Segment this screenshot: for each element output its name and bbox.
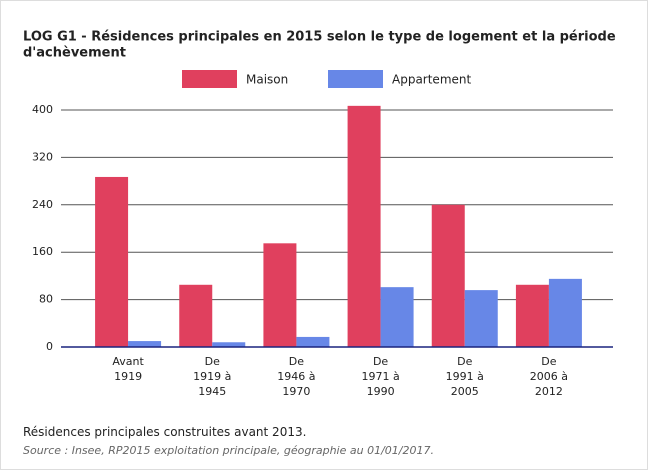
bar xyxy=(464,290,498,347)
chart-title: d'achèvement xyxy=(23,46,126,61)
y-tick-label: 320 xyxy=(32,150,53,163)
x-tick-label: 1971 à xyxy=(361,370,399,383)
x-tick-label: 1990 xyxy=(367,385,395,398)
bar xyxy=(347,105,381,347)
bar xyxy=(548,278,582,347)
x-tick-label: Avant xyxy=(112,355,144,368)
legend-label: Appartement xyxy=(392,73,471,87)
y-tick-label: 80 xyxy=(39,293,53,306)
bar xyxy=(128,341,162,347)
chart: LOG G1 - Résidences principales en 2015 … xyxy=(23,30,616,399)
x-tick-label: 1946 à xyxy=(277,370,315,383)
x-tick-label: 2012 xyxy=(535,385,563,398)
x-tick-label: De xyxy=(289,355,304,368)
x-tick-label: 1991 à xyxy=(446,370,484,383)
x-tick-label: De xyxy=(457,355,472,368)
x-tick-label: De xyxy=(373,355,388,368)
x-tick-label: De xyxy=(541,355,556,368)
bar xyxy=(515,284,549,347)
bar xyxy=(431,204,465,347)
legend-swatch xyxy=(328,70,383,88)
y-tick-label: 160 xyxy=(32,245,53,258)
legend-swatch xyxy=(182,70,237,88)
bar xyxy=(179,284,213,347)
x-tick-label: 1970 xyxy=(282,385,310,398)
bar xyxy=(263,243,297,347)
bar xyxy=(95,176,129,347)
x-tick-label: 1919 xyxy=(114,370,142,383)
x-tick-label: 2005 xyxy=(451,385,479,398)
y-tick-label: 240 xyxy=(32,198,53,211)
x-tick-label: 2006 à xyxy=(530,370,568,383)
bar xyxy=(212,342,246,347)
x-tick-label: De xyxy=(205,355,220,368)
bar xyxy=(380,287,414,347)
y-tick-label: 0 xyxy=(46,340,53,353)
bar xyxy=(296,336,330,347)
source: Source : Insee, RP2015 exploitation prin… xyxy=(23,444,434,457)
x-tick-label: 1945 xyxy=(198,385,226,398)
legend-label: Maison xyxy=(246,73,288,87)
chart-title: LOG G1 - Résidences principales en 2015 … xyxy=(23,30,616,45)
x-tick-label: 1919 à xyxy=(193,370,231,383)
note: Résidences principales construites avant… xyxy=(23,425,307,439)
y-tick-label: 400 xyxy=(32,103,53,116)
